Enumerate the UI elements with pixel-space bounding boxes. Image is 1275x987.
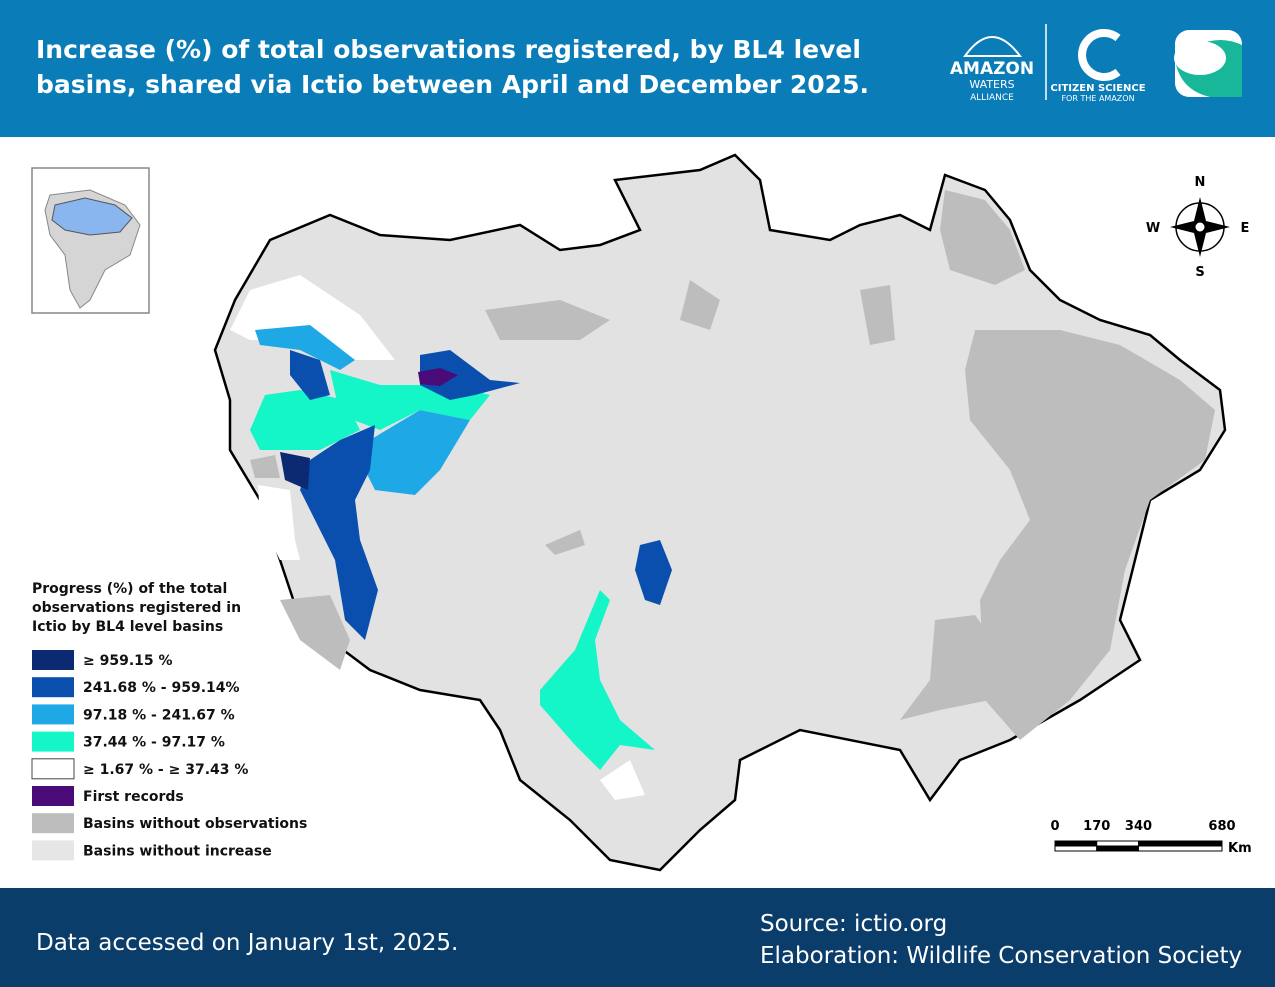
footer-note: Data accessed on January 1st, 2025. [36,930,458,956]
logo-text: CITIZEN SCIENCE [1050,83,1145,94]
scale-label: 340 [1125,819,1152,834]
compass: N W E S [1146,175,1250,280]
logo-text: ALLIANCE [970,93,1014,103]
logo-ictio [1174,30,1242,97]
scale-bar: 0 170 340 680 Km [1050,819,1251,856]
compass-label: N [1195,175,1206,190]
legend-swatch [32,650,74,670]
footer-band [0,888,1275,987]
logo-text: AMAZON [950,59,1034,79]
logo-text: FOR THE AMAZON [1061,94,1134,103]
title-line: Increase (%) of total observations regis… [36,35,861,64]
header-band [0,0,1275,137]
legend-title: Ictio by BL4 level basins [32,619,223,635]
legend-label: 97.18 % - 241.67 % [83,707,235,723]
scale-segment [1138,840,1223,847]
basin-map [213,153,1227,872]
legend-swatch [32,704,74,725]
legend-title: observations registered in [32,600,241,616]
legend-swatch [31,758,75,780]
compass-label: S [1195,265,1204,280]
scale-segment [1054,840,1098,847]
logo-amazon-waters: AMAZON WATERS ALLIANCE [950,36,1034,103]
footer-source: Source: ictio.org [760,911,947,937]
legend-label: Basins without observations [83,816,307,832]
logo-text: WATERS [969,78,1014,91]
legend-swatch [32,731,74,752]
legend: Progress (%) of the total observations r… [31,581,307,861]
scale-segment [1054,845,1098,852]
legend-swatch [32,786,74,806]
scale-unit: Km [1228,841,1252,856]
footer-credit: Elaboration: Wildlife Conservation Socie… [760,943,1242,969]
scale-segment [1138,845,1223,852]
legend-label: ≥ 1.67 % - ≥ 37.43 % [83,762,248,778]
compass-label: E [1241,221,1250,236]
legend-label: Basins without increase [83,843,272,859]
legend-swatch [32,840,74,861]
scale-label: 680 [1208,819,1235,834]
logo-citizen-science: CITIZEN SCIENCE FOR THE AMAZON [1050,29,1146,103]
legend-label: 241.68 % - 959.14% [83,680,240,696]
legend-label: First records [83,789,184,805]
legend-label: ≥ 959.15 % [83,653,173,669]
legend-title: Progress (%) of the total [32,581,227,597]
compass-label: W [1146,221,1160,236]
scale-label: 170 [1083,819,1110,834]
scale-segment [1096,840,1139,847]
scale-segment [1096,845,1139,852]
legend-swatch [32,677,74,698]
legend-swatch [32,813,74,834]
scale-label: 0 [1050,819,1059,834]
legend-label: 37.44 % - 97.17 % [83,735,225,751]
title-line: basins, shared via Ictio between April a… [36,70,869,99]
inset-map [31,167,150,314]
